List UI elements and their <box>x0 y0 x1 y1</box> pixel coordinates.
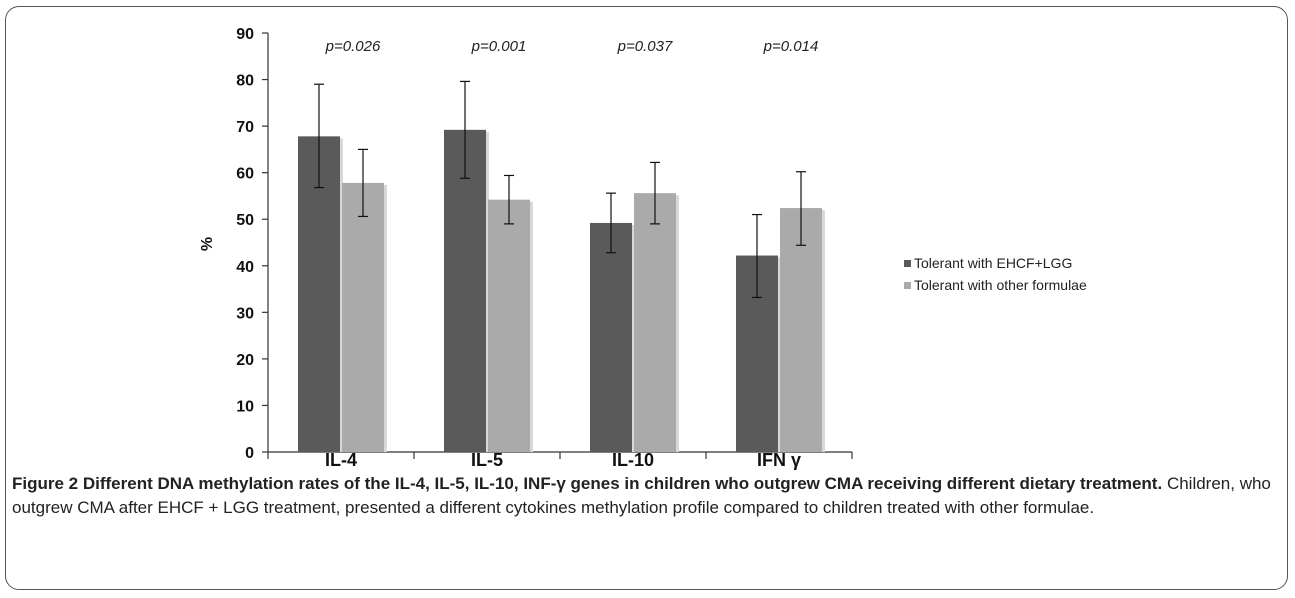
x-tick-label: IL-10 <box>612 450 654 470</box>
legend: Tolerant with EHCF+LGG Tolerant with othe… <box>904 255 1087 293</box>
legend-swatch <box>904 282 911 289</box>
y-tick-label: 70 <box>236 119 254 136</box>
bar-other-formulae <box>634 193 676 452</box>
legend-swatch <box>904 260 911 267</box>
bar-chart: % p=0.026 p=0.001 p=0.037 p=0.014 IL-4 IL-5 I… <box>199 26 1087 470</box>
p-value-label: p=0.026 <box>325 38 381 55</box>
y-tick-label: 20 <box>236 352 254 369</box>
figure-caption: Figure 2 Different DNA methylation rates… <box>12 472 1277 520</box>
bar-ehcf-lgg <box>590 222 632 452</box>
y-tick-label: 60 <box>236 166 254 183</box>
y-tick-label: 10 <box>236 398 254 415</box>
p-value-label: p=0.037 <box>617 38 673 55</box>
x-tick-labels: IL-4 IL-5 IL-10 IFN γ <box>325 450 801 470</box>
y-tick-label: 40 <box>236 259 254 276</box>
legend-label: Tolerant with EHCF+LGG <box>914 255 1072 271</box>
x-tick-label: IL-5 <box>471 450 503 470</box>
y-tick-labels: 0 10 20 30 40 50 60 70 80 90 <box>236 26 254 462</box>
legend-label: Tolerant with other formulae <box>914 277 1087 293</box>
error-bars <box>314 80 806 299</box>
p-values: p=0.026 p=0.001 p=0.037 p=0.014 <box>325 38 819 55</box>
y-tick-label: 0 <box>245 445 254 462</box>
y-tick-label: 30 <box>236 305 254 322</box>
p-value-label: p=0.001 <box>471 38 527 55</box>
bar-ehcf-lgg <box>444 129 486 452</box>
y-tick-label: 90 <box>236 26 254 43</box>
x-tick-label: IFN γ <box>757 450 801 470</box>
y-tick-label: 80 <box>236 73 254 90</box>
bar-other-formulae <box>488 199 530 452</box>
bar-other-formulae <box>780 208 822 452</box>
y-axis-label: % <box>199 237 216 251</box>
p-value-label: p=0.014 <box>763 38 819 55</box>
bar-other-formulae <box>342 182 384 453</box>
y-tick-label: 50 <box>236 212 254 229</box>
bars <box>298 129 825 453</box>
caption-text: Children, who outgrew CMA after EHCF + L… <box>12 474 1271 517</box>
x-tick-label: IL-4 <box>325 450 357 470</box>
bar-ehcf-lgg <box>298 136 340 452</box>
caption-title: Figure 2 Different DNA methylation rates… <box>12 474 1163 493</box>
